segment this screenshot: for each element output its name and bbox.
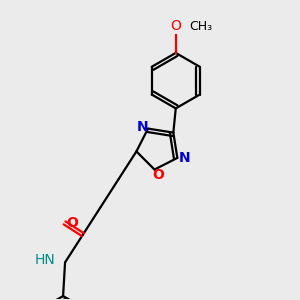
Text: O: O [170, 19, 181, 33]
Text: O: O [67, 216, 78, 230]
Text: CH₃: CH₃ [190, 20, 213, 33]
Text: N: N [136, 120, 148, 134]
Text: O: O [152, 169, 164, 182]
Text: HN: HN [34, 254, 55, 267]
Text: N: N [178, 151, 190, 165]
